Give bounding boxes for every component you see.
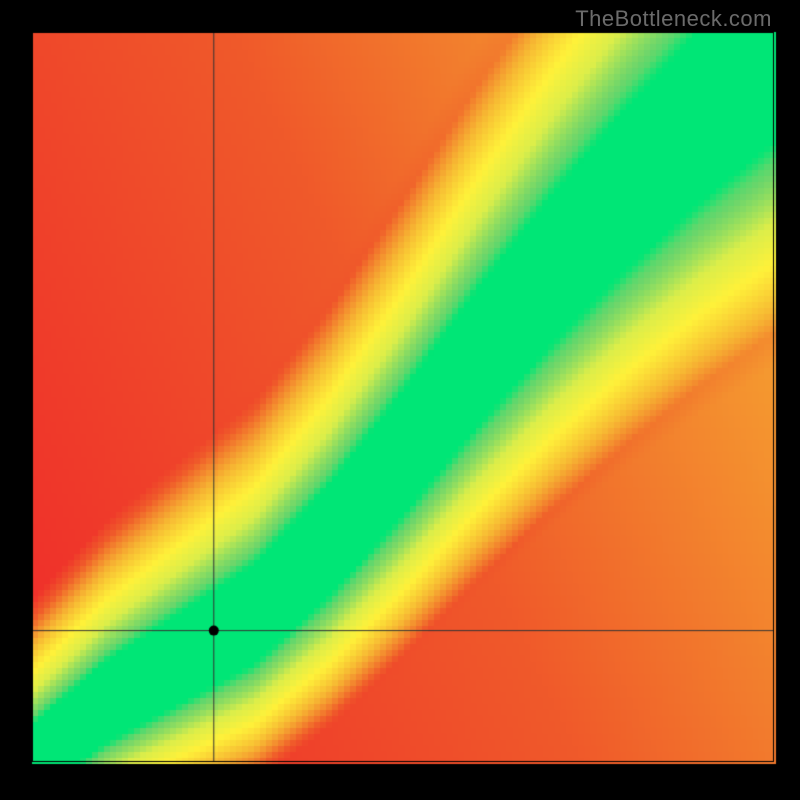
bottleneck-heatmap bbox=[0, 0, 800, 800]
chart-container: TheBottleneck.com bbox=[0, 0, 800, 800]
